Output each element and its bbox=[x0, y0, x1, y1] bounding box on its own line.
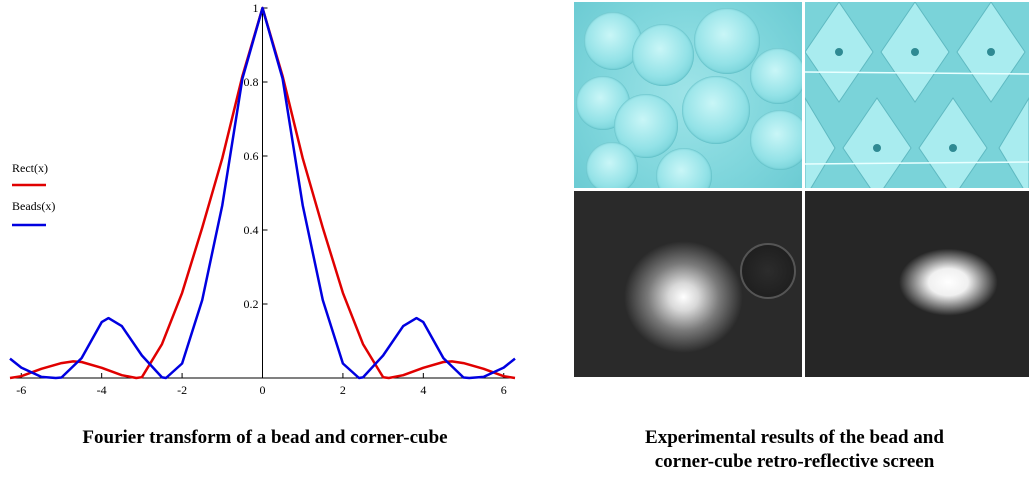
legend-label-rect: Rect(x) bbox=[12, 161, 48, 175]
x-tick-label: -4 bbox=[97, 383, 107, 397]
bead-screen-microscope-photo bbox=[574, 2, 802, 188]
x-tick-label: 2 bbox=[340, 383, 346, 397]
series-line-beads bbox=[9, 6, 516, 380]
x-tick-label: -6 bbox=[16, 383, 26, 397]
y-tick-label: 0.6 bbox=[244, 149, 259, 163]
x-tick-label: 4 bbox=[420, 383, 426, 397]
y-tick-label: 1 bbox=[253, 1, 259, 15]
x-tick-label: 0 bbox=[260, 383, 266, 397]
caption-fourier-transform: Fourier transform of a bead and corner-c… bbox=[82, 427, 448, 448]
caption-experimental-line2: corner-cube retro-reflective screen bbox=[654, 451, 935, 472]
x-tick-label: -2 bbox=[177, 383, 187, 397]
bead-screen-result-photo bbox=[574, 191, 802, 377]
chart-series bbox=[9, 6, 516, 380]
x-tick-label: 6 bbox=[501, 383, 507, 397]
caption-experimental-line1: Experimental results of the bead and bbox=[645, 427, 944, 448]
corner-cube-microscope-photo bbox=[805, 2, 1029, 188]
corner-cube-result-photo bbox=[805, 191, 1029, 377]
legend-label-beads: Beads(x) bbox=[12, 199, 55, 213]
y-tick-label: 0.4 bbox=[244, 223, 259, 237]
coin-in-photo bbox=[740, 243, 796, 299]
y-tick-label: 0.8 bbox=[244, 75, 259, 89]
chart-legend: Rect(x) Beads(x) bbox=[12, 161, 55, 227]
fourier-chart: -6 -4 -2 0 2 4 6 0.2 0.4 0.6 0.8 1 Rect(x) Beads(x) bbox=[9, 1, 516, 397]
caption-experimental-results: Experimental results of the bead and cor… bbox=[560, 426, 1029, 474]
chart-axes: -6 -4 -2 0 2 4 6 0.2 0.4 0.6 0.8 1 bbox=[10, 1, 515, 397]
y-tick-label: 0.2 bbox=[244, 297, 259, 311]
